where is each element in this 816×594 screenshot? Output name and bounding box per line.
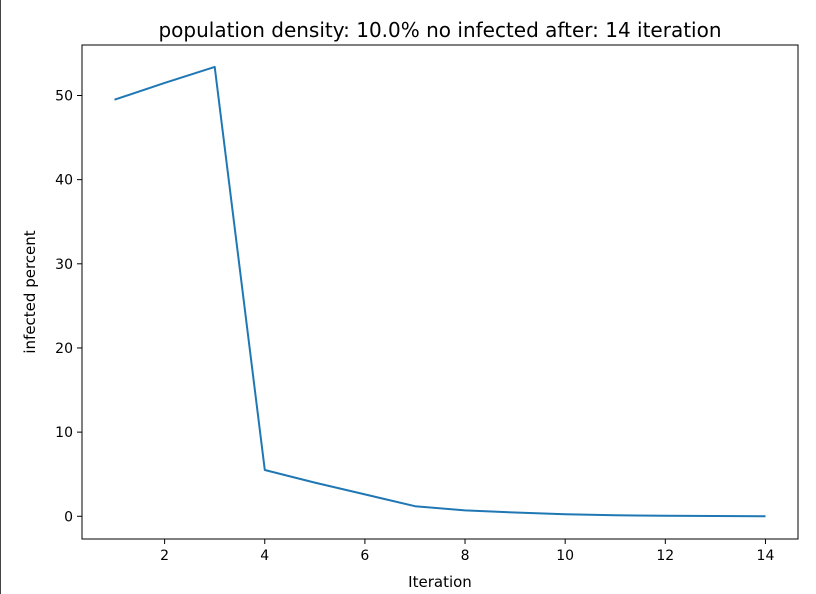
y-tick-label: 30: [55, 257, 73, 273]
y-tick-label: 50: [55, 88, 73, 104]
y-tick-label: 40: [55, 173, 73, 189]
x-tick-label: 10: [556, 548, 574, 564]
plot-area: [81, 44, 799, 540]
x-tick-label: 12: [656, 548, 674, 564]
series-layer: [114, 65, 766, 518]
chart-title: population density: 10.0% no infected af…: [158, 18, 721, 42]
x-axis-label: Iteration: [408, 573, 472, 591]
series-line: [114, 65, 766, 518]
x-axis: 2 4 6 8 10 12 14: [160, 539, 774, 564]
x-tick-label: 2: [160, 548, 169, 564]
x-tick-label: 8: [461, 548, 470, 564]
y-tick-label: 0: [64, 509, 73, 525]
y-tick-label: 20: [55, 341, 73, 357]
x-tick-label: 4: [260, 548, 269, 564]
y-tick-label: 10: [55, 425, 73, 441]
x-tick-label: 6: [360, 548, 369, 564]
y-axis: 0 10 20 30 40 50: [55, 88, 82, 525]
x-tick-label: 14: [757, 548, 775, 564]
y-axis-label: infected percent: [21, 230, 39, 353]
